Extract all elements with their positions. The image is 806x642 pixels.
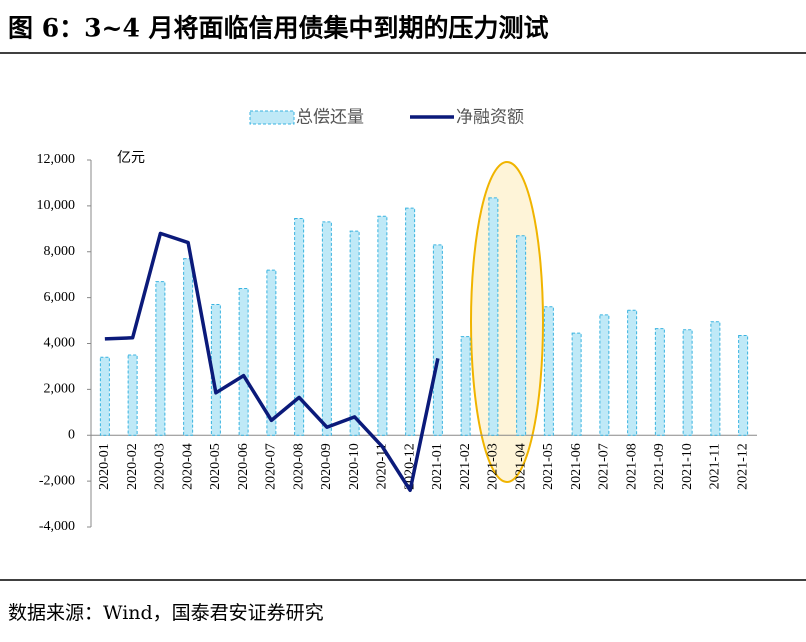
bar	[710, 321, 721, 436]
y-tick-label: -2,000	[39, 473, 75, 488]
y-tick-label: 10,000	[37, 198, 76, 213]
x-tick-label: 2020-06	[236, 443, 251, 490]
bar	[321, 221, 332, 436]
legend-swatch	[249, 110, 295, 125]
bar	[432, 244, 443, 436]
x-tick-label: 2020-05	[208, 443, 223, 490]
bar	[738, 334, 749, 436]
x-tick-label: 2021-11	[708, 443, 723, 489]
x-tick-label: 2020-04	[180, 443, 195, 490]
x-tick-label: 2021-07	[597, 443, 612, 490]
y-tick-label: 12,000	[37, 152, 76, 167]
bar	[599, 314, 610, 436]
chart-title: 图 6：3~4 月将面临信用债集中到期的压力测试	[8, 14, 549, 43]
y-tick-label: 0	[68, 427, 75, 442]
x-tick-label: 2020-09	[319, 443, 334, 490]
x-tick-label: 2021-08	[624, 443, 639, 490]
highlight-ellipse	[470, 161, 544, 483]
x-tick-label: 2020-11	[375, 443, 390, 489]
x-tick-label: 2021-09	[652, 443, 667, 490]
bar	[210, 304, 221, 436]
bar	[460, 336, 471, 436]
x-tick-label: 2020-07	[264, 443, 279, 490]
x-tick-label: 2020-03	[153, 443, 168, 490]
bar	[682, 329, 693, 436]
x-tick-label: 2021-06	[569, 443, 584, 490]
bar	[377, 215, 388, 436]
bar	[543, 306, 554, 436]
bar	[127, 354, 138, 436]
x-tick-label: 2021-05	[541, 443, 556, 490]
x-tick-label: 2020-10	[347, 443, 362, 490]
x-tick-label: 2020-01	[97, 443, 112, 490]
bar	[627, 309, 638, 436]
x-tick-label: 2021-02	[458, 443, 473, 490]
legend-label: 总偿还量	[296, 108, 364, 128]
x-tick-label: 2021-10	[680, 443, 695, 490]
x-tick-label: 2021-12	[735, 443, 750, 490]
y-tick-label: 2,000	[44, 382, 76, 397]
x-tick-label: 2021-01	[430, 443, 445, 490]
y-tick-label: 6,000	[44, 290, 76, 305]
bar	[405, 207, 416, 436]
x-tick-label: 2020-08	[291, 443, 306, 490]
bar	[99, 356, 110, 436]
legend-label: 净融资额	[456, 108, 524, 128]
x-tick-label: 2021-04	[513, 443, 528, 490]
y-tick-label: 4,000	[44, 336, 76, 351]
bar	[155, 281, 166, 436]
bar	[516, 235, 527, 436]
y-unit: 亿元	[117, 150, 145, 166]
bar	[183, 258, 194, 436]
source: 数据来源：Wind，国泰君安证券研究	[8, 602, 324, 624]
bar	[294, 217, 305, 436]
y-tick-label: -4,000	[39, 519, 75, 534]
bar	[349, 230, 360, 436]
bar	[266, 269, 277, 436]
y-tick-label: 8,000	[44, 244, 76, 259]
line	[104, 231, 440, 493]
bar	[488, 197, 499, 436]
bar	[654, 328, 665, 436]
bar	[571, 332, 582, 436]
x-tick-label: 2020-02	[125, 443, 140, 490]
bar	[238, 287, 249, 436]
x-tick-label: 2021-03	[486, 443, 501, 490]
